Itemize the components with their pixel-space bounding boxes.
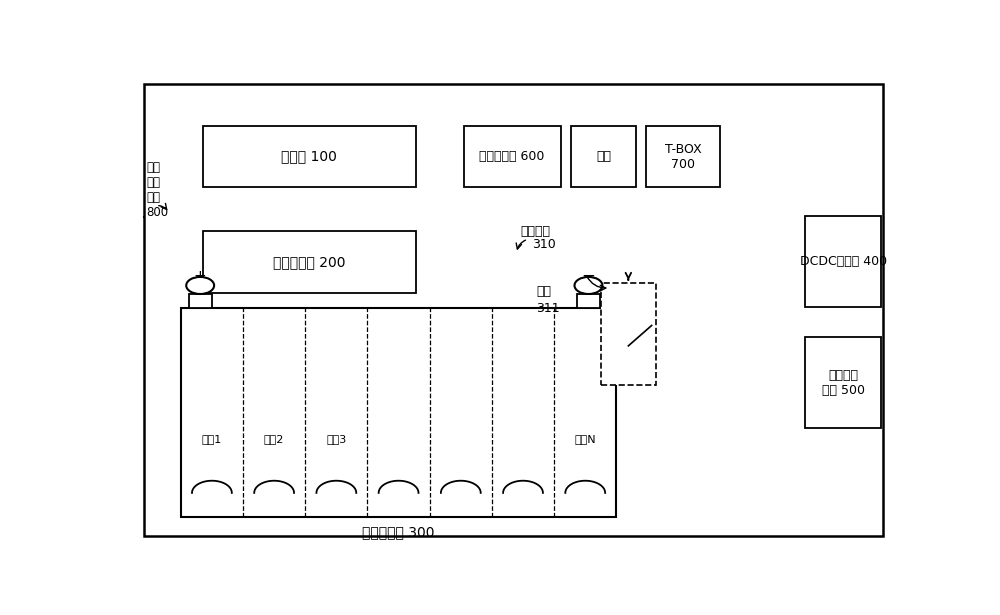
Polygon shape — [202, 126, 416, 188]
Polygon shape — [202, 231, 416, 293]
Text: 网关: 网关 — [596, 150, 611, 163]
Circle shape — [574, 277, 602, 294]
Polygon shape — [464, 126, 561, 188]
Text: 电池3: 电池3 — [326, 434, 346, 445]
Polygon shape — [181, 308, 616, 517]
Text: 电池1: 电池1 — [202, 434, 222, 445]
Text: DCDC控制器 400: DCDC控制器 400 — [800, 255, 887, 268]
Text: 电池2: 电池2 — [264, 434, 284, 445]
Text: 冗余电池: 冗余电池 — [520, 224, 550, 237]
Text: 311: 311 — [537, 302, 560, 315]
Text: 动力电池组 300: 动力电池组 300 — [362, 525, 435, 539]
Polygon shape — [571, 126, 636, 188]
Circle shape — [186, 277, 214, 294]
Text: 电池管理
系统 500: 电池管理 系统 500 — [822, 368, 865, 397]
Text: 直流变换器 200: 直流变换器 200 — [273, 255, 345, 269]
Text: 整车控制器 600: 整车控制器 600 — [479, 150, 545, 163]
Text: 高压
保护
外壳
800: 高压 保护 外壳 800 — [146, 161, 168, 219]
Text: +: + — [194, 269, 207, 284]
Polygon shape — [646, 126, 720, 188]
Polygon shape — [144, 84, 883, 536]
Text: 蓄电池 100: 蓄电池 100 — [281, 149, 337, 164]
Text: T-BOX
700: T-BOX 700 — [665, 143, 701, 171]
Polygon shape — [601, 283, 656, 385]
Text: 开关: 开关 — [537, 285, 552, 298]
Text: 310: 310 — [532, 238, 556, 251]
Polygon shape — [189, 294, 212, 308]
Text: −: − — [582, 267, 595, 285]
Polygon shape — [805, 337, 881, 428]
Polygon shape — [805, 216, 881, 307]
Polygon shape — [577, 294, 600, 308]
Text: 电池N: 电池N — [574, 434, 596, 445]
